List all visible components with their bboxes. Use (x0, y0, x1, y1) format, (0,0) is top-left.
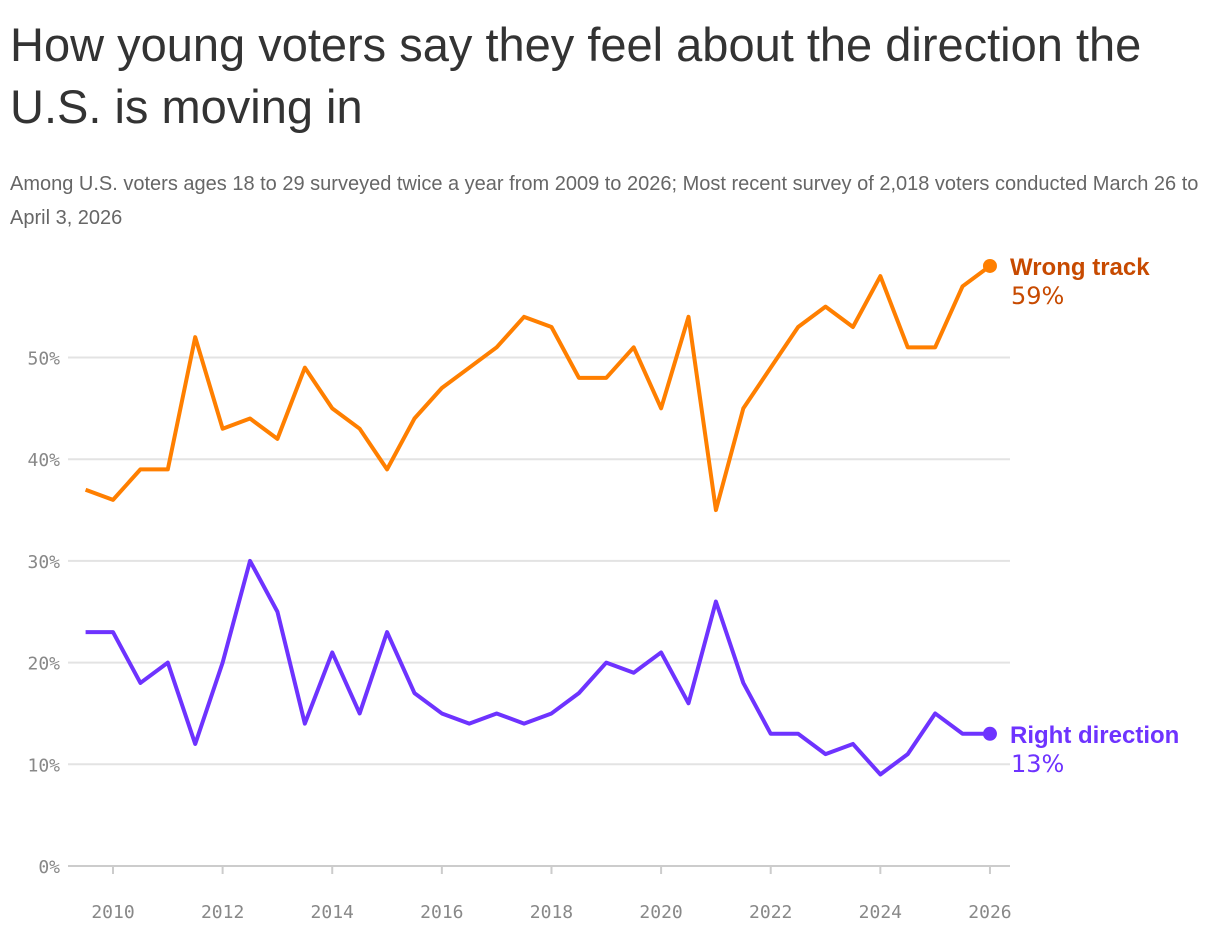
series-label: Wrong track (1010, 254, 1150, 281)
series-end-value: 59% (1011, 282, 1064, 310)
series-line-0 (84, 264, 992, 513)
chart-title: How young voters say they feel about the… (10, 18, 1142, 133)
y-tick-label: 0% (38, 857, 60, 878)
x-tick-label: 2012 (201, 902, 244, 923)
x-tick-label: 2026 (968, 902, 1011, 923)
chart-subtitle: Among U.S. voters ages 18 to 29 surveyed… (10, 173, 1199, 229)
x-tick-label: 2018 (530, 902, 573, 923)
x-tick-label: 2024 (859, 902, 902, 923)
x-tick-label: 2016 (420, 902, 463, 923)
series-label: Right direction (1010, 722, 1179, 749)
series-end-marker (982, 726, 997, 741)
series-line-1 (85, 558, 990, 777)
series-end-value: 13% (1011, 750, 1064, 778)
y-tick-label: 50% (27, 349, 60, 370)
x-tick-label: 2020 (639, 902, 682, 923)
y-tick-label: 10% (27, 755, 60, 776)
x-tick-label: 2010 (91, 902, 134, 923)
x-tick-label: 2014 (311, 902, 354, 923)
series-end-marker (982, 258, 997, 273)
x-tick-label: 2022 (749, 902, 792, 923)
y-tick-label: 30% (27, 552, 60, 573)
y-tick-label: 20% (27, 654, 60, 675)
y-tick-label: 40% (27, 450, 60, 471)
